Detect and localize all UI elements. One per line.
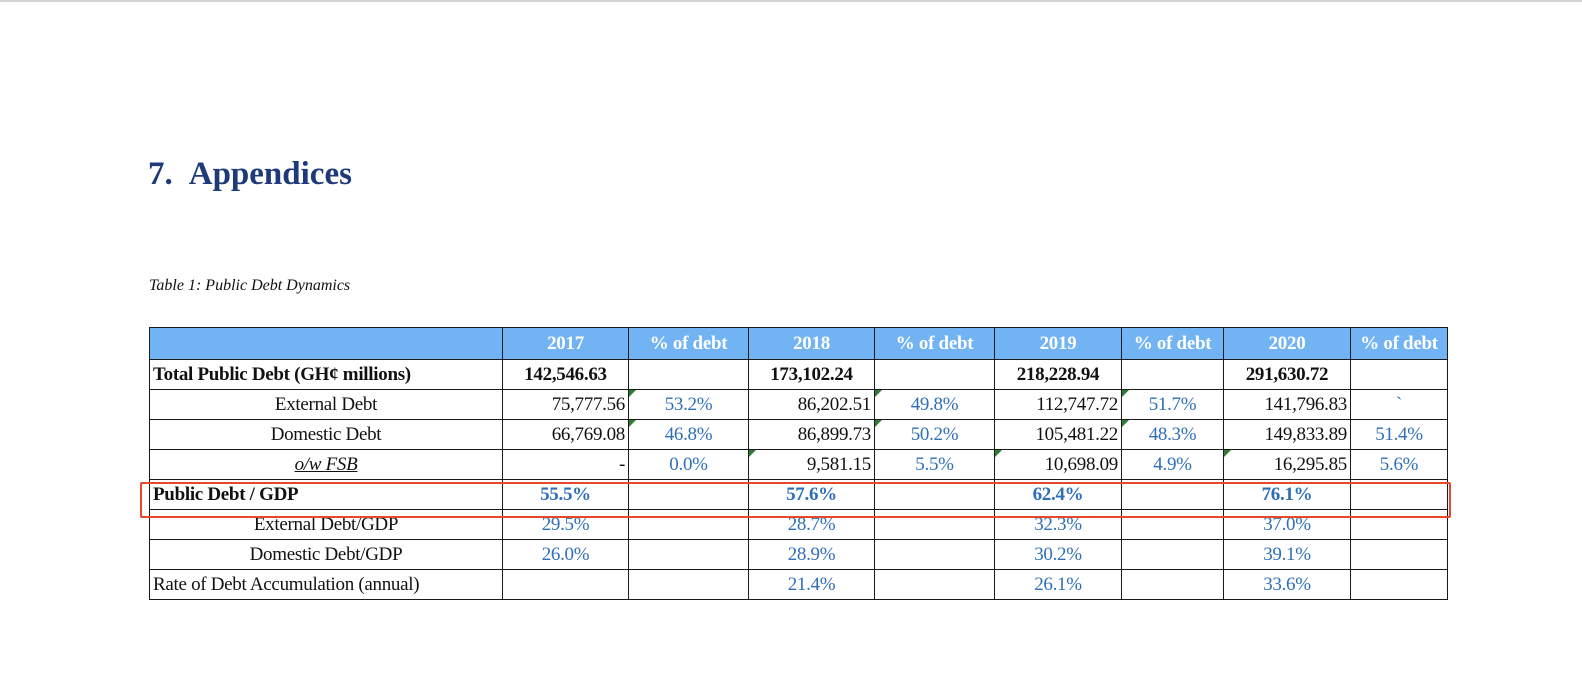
value-2017: 75,777.56 <box>502 389 629 420</box>
value-2017: 66,769.08 <box>502 419 629 450</box>
row-label: External Debt <box>149 389 503 420</box>
table-row-fsb: o/w FSB - 0.0% 9,581.15 5.5% 10,698.09 4… <box>149 449 1448 480</box>
header-pct-of-debt: % of debt <box>1350 327 1448 360</box>
pct-2019: 48.3% <box>1121 419 1224 450</box>
section-number: 7. <box>148 156 173 192</box>
pct-2019 <box>1121 479 1224 510</box>
pct-2019 <box>1121 359 1224 390</box>
value-2018: 28.9% <box>748 539 875 570</box>
value-2018: 86,202.51 <box>748 389 875 420</box>
section-heading: 7. Appendices <box>148 152 352 196</box>
pct-2018: 50.2% <box>874 419 995 450</box>
value-2018: 9,581.15 <box>748 449 875 480</box>
value-2017: 142,546.63 <box>502 359 629 390</box>
pct-2019: 51.7% <box>1121 389 1224 420</box>
pct-2019 <box>1121 509 1224 540</box>
pct-2020 <box>1350 569 1448 600</box>
header-pct-of-debt: % of debt <box>1121 327 1224 360</box>
value-2019: 62.4% <box>994 479 1122 510</box>
row-label: Domestic Debt/GDP <box>149 539 503 570</box>
pct-2017 <box>628 479 749 510</box>
value-2020: 16,295.85 <box>1223 449 1351 480</box>
pct-2018 <box>874 569 995 600</box>
value-2020: 149,833.89 <box>1223 419 1351 450</box>
header-pct-of-debt: % of debt <box>628 327 749 360</box>
row-label: Public Debt / GDP <box>149 479 503 510</box>
row-label: Total Public Debt (GH¢ millions) <box>149 359 503 390</box>
value-2019: 30.2% <box>994 539 1122 570</box>
value-2017: - <box>502 449 629 480</box>
value-2019: 105,481.22 <box>994 419 1122 450</box>
value-2017: 26.0% <box>502 539 629 570</box>
pct-2018 <box>874 539 995 570</box>
section-title: Appendices <box>188 156 352 192</box>
value-2018: 173,102.24 <box>748 359 875 390</box>
value-2020: 141,796.83 <box>1223 389 1351 420</box>
pct-2019 <box>1121 539 1224 570</box>
value-2018: 86,899.73 <box>748 419 875 450</box>
table-row-domestic-debt-gdp: Domestic Debt/GDP 26.0% 28.9% 30.2% 39.1… <box>149 539 1448 570</box>
pct-2020 <box>1350 479 1448 510</box>
pct-2018 <box>874 359 995 390</box>
row-label: Rate of Debt Accumulation (annual) <box>149 569 503 600</box>
value-2020: 39.1% <box>1223 539 1351 570</box>
pct-2019: 4.9% <box>1121 449 1224 480</box>
value-2019: 218,228.94 <box>994 359 1122 390</box>
pct-2020: 51.4% <box>1350 419 1448 450</box>
pct-2018: 49.8% <box>874 389 995 420</box>
pct-2020 <box>1350 359 1448 390</box>
pct-2018 <box>874 479 995 510</box>
value-2019: 26.1% <box>994 569 1122 600</box>
pct-2017 <box>628 359 749 390</box>
value-2020: 37.0% <box>1223 509 1351 540</box>
value-2020: 33.6% <box>1223 569 1351 600</box>
pct-2020 <box>1350 539 1448 570</box>
pct-2017: 0.0% <box>628 449 749 480</box>
header-year-2019: 2019 <box>994 327 1122 360</box>
value-2018: 21.4% <box>748 569 875 600</box>
pct-2020 <box>1350 509 1448 540</box>
table-row-total-public-debt: Total Public Debt (GH¢ millions) 142,546… <box>149 359 1448 390</box>
pct-2018 <box>874 509 995 540</box>
value-2019: 112,747.72 <box>994 389 1122 420</box>
header-year-2017: 2017 <box>502 327 629 360</box>
header-year-2020: 2020 <box>1223 327 1351 360</box>
table-row-public-debt-gdp: Public Debt / GDP 55.5% 57.6% 62.4% 76.1… <box>149 479 1448 510</box>
table-header-row: 2017 % of debt 2018 % of debt 2019 % of … <box>149 327 1448 360</box>
page-top-edge <box>0 0 1582 2</box>
table-row-debt-accumulation: Rate of Debt Accumulation (annual) 21.4%… <box>149 569 1448 600</box>
pct-2017: 53.2% <box>628 389 749 420</box>
header-year-2018: 2018 <box>748 327 875 360</box>
header-pct-of-debt: % of debt <box>874 327 995 360</box>
pct-2019 <box>1121 569 1224 600</box>
pct-2020: ` <box>1350 389 1448 420</box>
value-2017: 29.5% <box>502 509 629 540</box>
pct-2017 <box>628 539 749 570</box>
value-2017: 55.5% <box>502 479 629 510</box>
value-2019: 10,698.09 <box>994 449 1122 480</box>
row-label: Domestic Debt <box>149 419 503 450</box>
header-label-cell <box>149 327 503 360</box>
table-row-domestic-debt: Domestic Debt 66,769.08 46.8% 86,899.73 … <box>149 419 1448 450</box>
row-label: External Debt/GDP <box>149 509 503 540</box>
value-2019: 32.3% <box>994 509 1122 540</box>
table-row-external-debt: External Debt 75,777.56 53.2% 86,202.51 … <box>149 389 1448 420</box>
pct-2020: 5.6% <box>1350 449 1448 480</box>
value-2020: 76.1% <box>1223 479 1351 510</box>
pct-2017 <box>628 569 749 600</box>
value-2017 <box>502 569 629 600</box>
row-label: o/w FSB <box>149 449 503 480</box>
public-debt-table: 2017 % of debt 2018 % of debt 2019 % of … <box>149 327 1448 600</box>
pct-2018: 5.5% <box>874 449 995 480</box>
pct-2017: 46.8% <box>628 419 749 450</box>
value-2018: 28.7% <box>748 509 875 540</box>
table-caption: Table 1: Public Debt Dynamics <box>149 277 351 294</box>
table-row-external-debt-gdp: External Debt/GDP 29.5% 28.7% 32.3% 37.0… <box>149 509 1448 540</box>
value-2018: 57.6% <box>748 479 875 510</box>
pct-2017 <box>628 509 749 540</box>
value-2020: 291,630.72 <box>1223 359 1351 390</box>
